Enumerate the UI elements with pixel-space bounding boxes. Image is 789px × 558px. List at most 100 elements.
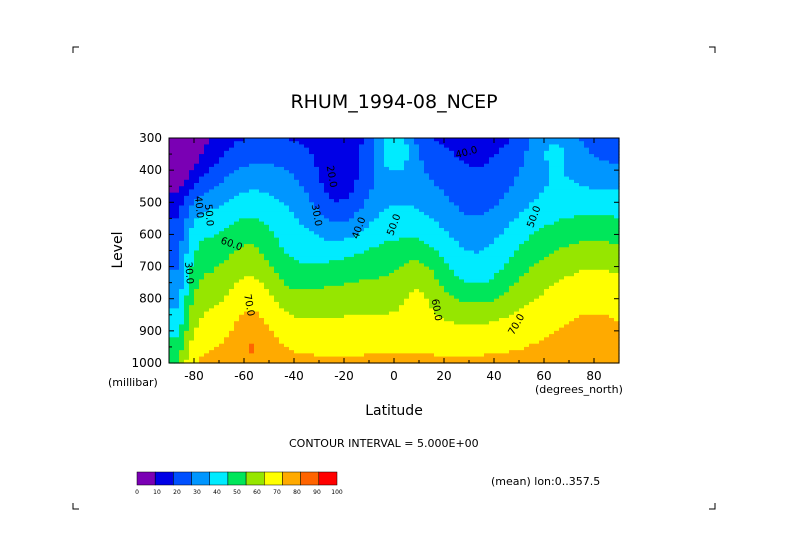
field-cell bbox=[439, 224, 445, 229]
field-cell bbox=[374, 154, 380, 158]
field-cell bbox=[314, 208, 320, 213]
field-cell bbox=[199, 234, 205, 239]
field-cell bbox=[189, 157, 195, 162]
field-cell bbox=[429, 334, 435, 338]
field-cell bbox=[184, 273, 190, 277]
field-cell bbox=[194, 266, 200, 271]
field-cell bbox=[274, 176, 280, 181]
field-cell bbox=[279, 260, 285, 264]
field-cell bbox=[519, 324, 525, 329]
field-cell bbox=[499, 301, 505, 306]
field-cell bbox=[189, 202, 195, 207]
field-cell bbox=[209, 292, 215, 297]
field-cell bbox=[424, 269, 430, 274]
field-cell bbox=[244, 356, 250, 361]
field-cell bbox=[409, 327, 415, 332]
field-cell bbox=[379, 250, 385, 255]
field-cell bbox=[254, 208, 260, 213]
field-cell bbox=[174, 189, 180, 194]
field-cell bbox=[399, 273, 405, 277]
field-cell bbox=[324, 199, 330, 203]
field-cell bbox=[429, 221, 435, 226]
field-cell bbox=[254, 186, 260, 191]
field-cell bbox=[509, 353, 515, 358]
field-cell bbox=[364, 285, 370, 290]
field-cell bbox=[444, 318, 450, 322]
field-cell bbox=[389, 208, 395, 213]
field-cell bbox=[364, 301, 370, 306]
field-cell bbox=[314, 301, 320, 306]
field-cell bbox=[409, 340, 415, 345]
field-cell bbox=[264, 340, 270, 345]
field-cell bbox=[394, 282, 400, 287]
field-cell bbox=[214, 266, 220, 271]
field-cell bbox=[334, 324, 340, 329]
field-cell bbox=[319, 285, 325, 290]
field-cell bbox=[264, 343, 270, 348]
field-cell bbox=[179, 350, 185, 354]
field-cell bbox=[319, 321, 325, 326]
field-cell bbox=[209, 350, 215, 354]
field-cell bbox=[194, 205, 200, 210]
field-cell bbox=[354, 282, 360, 287]
field-cell bbox=[429, 186, 435, 191]
field-cell bbox=[289, 359, 295, 364]
field-cell bbox=[514, 266, 520, 271]
field-cell bbox=[499, 334, 505, 338]
field-cell bbox=[334, 269, 340, 274]
field-cell bbox=[379, 260, 385, 264]
field-cell bbox=[364, 266, 370, 271]
field-cell bbox=[294, 289, 300, 293]
field-cell bbox=[279, 282, 285, 287]
field-cell bbox=[384, 353, 390, 358]
field-cell bbox=[204, 327, 210, 332]
field-cell bbox=[364, 324, 370, 329]
field-cell bbox=[204, 279, 210, 284]
field-cell bbox=[509, 218, 515, 223]
field-cell bbox=[514, 321, 520, 326]
field-cell bbox=[419, 231, 425, 236]
field-cell bbox=[189, 166, 195, 171]
field-cell bbox=[399, 305, 405, 309]
field-cell bbox=[499, 311, 505, 316]
field-cell bbox=[174, 321, 180, 326]
field-cell bbox=[394, 334, 400, 338]
field-cell bbox=[189, 350, 195, 354]
field-cell bbox=[174, 231, 180, 236]
field-cell bbox=[344, 289, 350, 293]
field-cell bbox=[499, 269, 505, 274]
field-cell bbox=[329, 327, 335, 332]
field-cell bbox=[284, 147, 290, 152]
field-cell bbox=[329, 269, 335, 274]
field-cell bbox=[179, 266, 185, 271]
field-cell bbox=[214, 237, 220, 242]
field-cell bbox=[324, 346, 330, 351]
field-cell bbox=[319, 147, 325, 152]
field-cell bbox=[314, 202, 320, 207]
field-cell bbox=[484, 179, 490, 184]
field-cell bbox=[304, 356, 310, 361]
field-cell bbox=[289, 289, 295, 293]
field-cell bbox=[344, 353, 350, 358]
field-cell bbox=[439, 269, 445, 274]
field-cell bbox=[249, 305, 255, 309]
field-cell bbox=[204, 240, 210, 245]
field-cell bbox=[399, 295, 405, 300]
field-cell bbox=[519, 350, 525, 354]
field-cell bbox=[344, 276, 350, 281]
field-cell bbox=[309, 244, 315, 248]
field-cell bbox=[404, 176, 410, 181]
field-cell bbox=[169, 150, 175, 155]
field-cell bbox=[424, 311, 430, 316]
field-cell bbox=[464, 289, 470, 293]
field-cell bbox=[369, 250, 375, 255]
field-cell bbox=[214, 199, 220, 203]
field-cell bbox=[444, 292, 450, 297]
field-cell bbox=[184, 179, 190, 184]
field-cell bbox=[189, 324, 195, 329]
field-cell bbox=[469, 308, 475, 313]
field-cell bbox=[329, 218, 335, 223]
field-cell bbox=[329, 318, 335, 322]
field-cell bbox=[519, 176, 525, 181]
field-cell bbox=[334, 301, 340, 306]
